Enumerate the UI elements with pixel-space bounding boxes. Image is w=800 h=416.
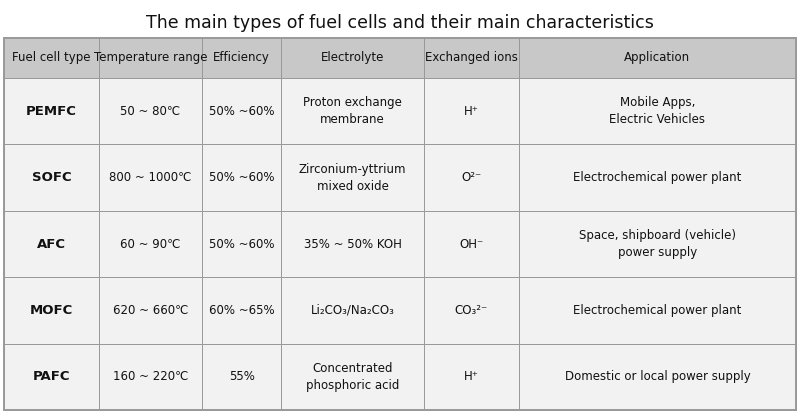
Text: Efficiency: Efficiency <box>213 52 270 64</box>
Bar <box>518 344 796 410</box>
Bar <box>4 78 99 144</box>
Bar <box>282 344 424 410</box>
Bar <box>424 344 518 410</box>
Bar <box>282 38 424 78</box>
Bar <box>424 211 518 277</box>
Bar <box>518 211 796 277</box>
Text: 60 ~ 90℃: 60 ~ 90℃ <box>120 238 181 250</box>
Text: 160 ~ 220℃: 160 ~ 220℃ <box>113 370 188 383</box>
Text: The main types of fuel cells and their main characteristics: The main types of fuel cells and their m… <box>146 14 654 32</box>
Text: AFC: AFC <box>37 238 66 250</box>
Bar <box>282 277 424 344</box>
Text: OH⁻: OH⁻ <box>459 238 483 250</box>
Bar <box>518 38 796 78</box>
Bar <box>202 38 282 78</box>
Text: 35% ~ 50% KOH: 35% ~ 50% KOH <box>303 238 402 250</box>
Text: Space, shipboard (vehicle)
power supply: Space, shipboard (vehicle) power supply <box>579 229 736 259</box>
Text: PAFC: PAFC <box>33 370 70 383</box>
Text: Proton exchange
membrane: Proton exchange membrane <box>303 96 402 126</box>
Text: Electrochemical power plant: Electrochemical power plant <box>574 304 742 317</box>
Text: 800 ~ 1000℃: 800 ~ 1000℃ <box>110 171 192 184</box>
Text: Concentrated
phosphoric acid: Concentrated phosphoric acid <box>306 362 399 392</box>
Bar <box>4 144 99 211</box>
Bar <box>99 211 202 277</box>
Bar <box>424 277 518 344</box>
Bar <box>202 78 282 144</box>
Text: CO₃²⁻: CO₃²⁻ <box>454 304 488 317</box>
Bar <box>202 144 282 211</box>
Bar <box>424 78 518 144</box>
Text: 50 ~ 80℃: 50 ~ 80℃ <box>121 105 181 118</box>
Bar <box>4 38 99 78</box>
Text: H⁺: H⁺ <box>464 370 478 383</box>
Text: 50% ~60%: 50% ~60% <box>209 238 274 250</box>
Text: Domestic or local power supply: Domestic or local power supply <box>565 370 750 383</box>
Text: Electrochemical power plant: Electrochemical power plant <box>574 171 742 184</box>
Bar <box>518 144 796 211</box>
Text: Temperature range: Temperature range <box>94 52 207 64</box>
Text: MOFC: MOFC <box>30 304 73 317</box>
Bar <box>282 78 424 144</box>
Text: 50% ~60%: 50% ~60% <box>209 171 274 184</box>
Text: 620 ~ 660℃: 620 ~ 660℃ <box>113 304 188 317</box>
Text: Fuel cell type: Fuel cell type <box>12 52 90 64</box>
Bar <box>4 344 99 410</box>
Text: Electrolyte: Electrolyte <box>321 52 384 64</box>
Bar <box>518 277 796 344</box>
Bar <box>424 38 518 78</box>
Text: Zirconium-yttrium
mixed oxide: Zirconium-yttrium mixed oxide <box>298 163 406 193</box>
Text: 55%: 55% <box>229 370 254 383</box>
Bar <box>202 344 282 410</box>
Text: O²⁻: O²⁻ <box>461 171 482 184</box>
Bar <box>282 211 424 277</box>
Bar <box>202 211 282 277</box>
Text: 60% ~65%: 60% ~65% <box>209 304 274 317</box>
Bar <box>4 277 99 344</box>
Text: PEMFC: PEMFC <box>26 105 77 118</box>
Text: H⁺: H⁺ <box>464 105 478 118</box>
Bar <box>518 78 796 144</box>
Text: 50% ~60%: 50% ~60% <box>209 105 274 118</box>
Bar <box>99 78 202 144</box>
Bar <box>202 277 282 344</box>
Text: Application: Application <box>624 52 690 64</box>
Bar <box>99 277 202 344</box>
Bar <box>99 38 202 78</box>
Bar <box>99 344 202 410</box>
Text: SOFC: SOFC <box>32 171 71 184</box>
Bar <box>424 144 518 211</box>
Bar <box>99 144 202 211</box>
Bar <box>282 144 424 211</box>
Bar <box>4 38 796 410</box>
Bar <box>4 211 99 277</box>
Text: Li₂CO₃/Na₂CO₃: Li₂CO₃/Na₂CO₃ <box>310 304 394 317</box>
Text: Exchanged ions: Exchanged ions <box>425 52 518 64</box>
Text: Mobile Apps,
Electric Vehicles: Mobile Apps, Electric Vehicles <box>610 96 706 126</box>
